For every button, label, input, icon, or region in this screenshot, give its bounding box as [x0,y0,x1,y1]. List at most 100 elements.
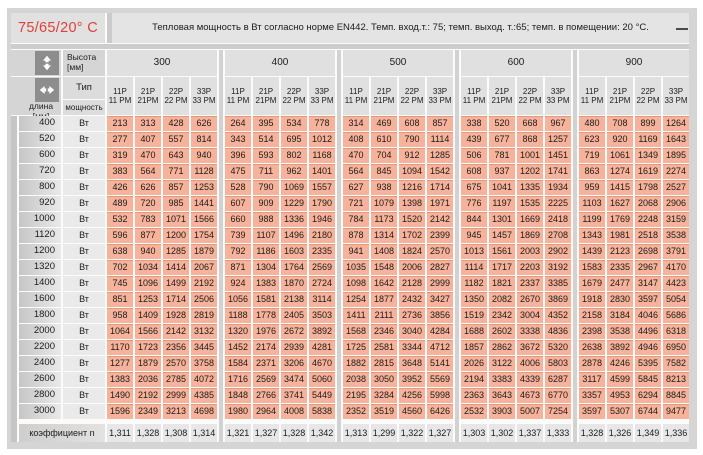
power-value-cell: 2862 [489,340,515,355]
power-value-cell: 3284 [371,388,397,403]
power-value-cell: 1457 [489,228,515,243]
power-value-cell: 1001 [517,148,543,163]
height-header: 900 [579,50,689,76]
power-value-cell: 909 [253,196,279,211]
power-value-cell: 5998 [427,388,453,403]
power-value-cell: 2736 [399,308,425,323]
power-value-cell: 1186 [253,244,279,259]
power-value-cell: 1253 [135,292,161,307]
length-cell: 2800 [19,388,61,403]
power-value-cell: 489 [107,196,133,211]
power-value-cell: 2142 [163,324,189,339]
power-value-cell: 626 [191,116,217,131]
power-value-cell: 940 [191,148,217,163]
power-value-cell: 3892 [309,324,335,339]
power-value-cell: 3869 [545,292,571,307]
power-value-cell: 1071 [163,212,189,227]
power-value-cell: 5007 [517,404,543,419]
power-value-cell: 1398 [399,196,425,211]
power-value-cell: 1103 [579,196,605,211]
watt-cell: Вт [63,276,105,291]
power-value-cell: 2203 [517,260,543,275]
power-value-cell: 3758 [191,356,217,371]
power-value-cell: 704 [371,148,397,163]
power-value-cell: 857 [427,116,453,131]
power-value-cell: 1034 [135,260,161,275]
power-value-cell: 6950 [663,340,689,355]
power-value-cell: 2111 [371,308,397,323]
power-value-cell: 2785 [163,372,189,387]
power-value-cell: 1702 [399,228,425,243]
power-value-cell: 1535 [517,196,543,211]
power-value-cell: 1848 [225,388,251,403]
watt-cell: Вт [63,324,105,339]
power-value-cell: 3741 [281,388,307,403]
power-value-cell: 2346 [371,324,397,339]
power-value-cell: 480 [579,116,605,131]
power-value-cell: 1041 [489,180,515,195]
power-value-cell: 1542 [427,164,453,179]
power-value-cell: 3004 [517,308,543,323]
power-value-cell: 428 [163,116,189,131]
power-value-cell: 920 [607,132,633,147]
power-value-cell: 2815 [371,356,397,371]
height-header: 400 [225,50,335,76]
power-value-cell: 781 [489,148,515,163]
power-value-cell: 2878 [579,356,605,371]
power-value-cell: 4599 [607,372,633,387]
power-value-cell: 1688 [461,324,487,339]
power-value-cell: 3050 [371,372,397,387]
power-value-cell: 2352 [343,404,369,419]
power-value-cell: 4284 [427,324,453,339]
power-value-cell: 4256 [399,388,425,403]
power-value-cell: 959 [579,180,605,195]
watt-cell: Вт [63,228,105,243]
power-value-cell: 790 [253,180,279,195]
power-value-cell: 4170 [663,260,689,275]
power-value-cell: 878 [343,228,369,243]
power-value-cell: 4072 [191,372,217,387]
type-header: 21P 21PM [135,77,161,115]
power-value-cell: 1383 [107,372,133,387]
power-value-cell: 2830 [607,292,633,307]
power-value-cell: 2906 [663,196,689,211]
power-value-cell: 1343 [579,228,605,243]
power-value-cell: 2225 [545,196,571,211]
power-value-cell: 2569 [309,260,335,275]
power-value-cell: 2003 [517,244,543,259]
power-value-cell: 4946 [635,340,661,355]
power-value-cell: 1200 [163,228,189,243]
power-value-cell: 470 [135,148,161,163]
power-value-cell: 1182 [461,276,487,291]
power-value-cell: 2192 [135,388,161,403]
power-value-cell: 5307 [607,404,633,419]
watt-cell: Вт [63,372,105,387]
power-value-cell: 1013 [461,244,487,259]
watt-cell: Вт [63,292,105,307]
coefficient-cell: 1,308 [163,424,189,442]
power-value-cell: 1274 [607,164,633,179]
power-value-cell: 2827 [427,260,453,275]
power-value-cell: 985 [163,196,189,211]
power-value-cell: 3122 [489,356,515,371]
coefficient-cell: 1,314 [191,424,217,442]
type-label: Тип [63,77,105,100]
power-value-cell: 3519 [371,404,397,419]
power-value-cell: 2363 [461,388,487,403]
length-unit-text: [мм] [23,111,59,122]
power-value-cell: 6770 [545,388,571,403]
power-value-cell: 643 [163,148,189,163]
power-value-cell: 5054 [663,292,689,307]
power-value-cell: 784 [343,212,369,227]
power-value-cell: 1094 [399,164,425,179]
power-value-cell: 4673 [517,388,543,403]
power-value-cell: 4496 [635,324,661,339]
power-value-cell: 3213 [163,404,189,419]
length-cell: 920 [19,196,61,211]
power-value-cell: 1798 [635,180,661,195]
collapse-dash-icon[interactable] [676,28,688,30]
power-value-cell: 1128 [191,164,217,179]
power-value-cell: 2128 [399,276,425,291]
power-value-cell: 739 [225,228,251,243]
